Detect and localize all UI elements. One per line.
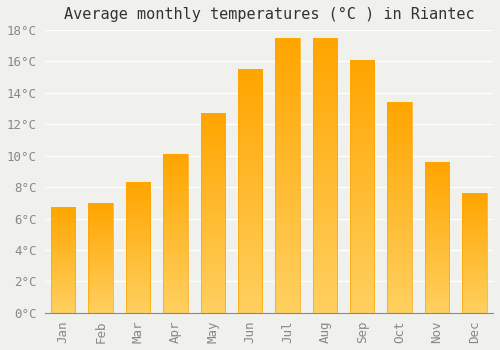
Bar	[276, 38, 299, 313]
Bar	[126, 182, 150, 313]
Bar	[462, 194, 486, 313]
Bar	[312, 38, 337, 313]
Bar	[163, 154, 188, 313]
Bar	[88, 203, 113, 313]
Bar	[238, 69, 262, 313]
Bar	[200, 113, 225, 313]
Bar	[350, 60, 374, 313]
Bar	[51, 208, 76, 313]
Title: Average monthly temperatures (°C ) in Riantec: Average monthly temperatures (°C ) in Ri…	[64, 7, 474, 22]
Bar	[388, 102, 412, 313]
Bar	[425, 162, 449, 313]
